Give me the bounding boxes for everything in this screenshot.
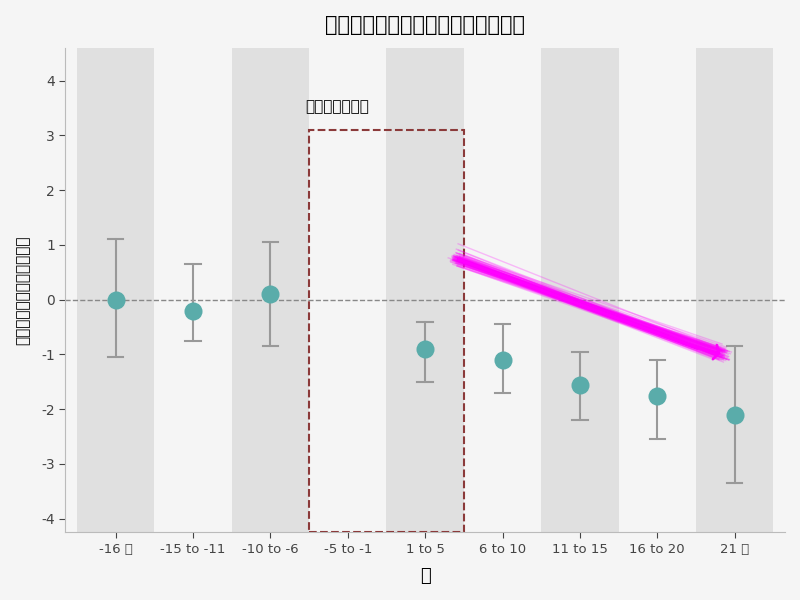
Y-axis label: 日ごとの感染発生率の変化: 日ごとの感染発生率の変化 xyxy=(15,235,30,345)
Bar xyxy=(696,47,774,532)
Bar xyxy=(77,47,154,532)
Title: 公共でのマスク着用の義務化の影響: 公共でのマスク着用の義務化の影響 xyxy=(325,15,525,35)
Bar xyxy=(386,47,464,532)
Text: マスク着用開始: マスク着用開始 xyxy=(305,98,369,113)
Bar xyxy=(542,47,618,532)
X-axis label: 日: 日 xyxy=(420,567,430,585)
Bar xyxy=(232,47,309,532)
Bar xyxy=(309,130,464,532)
